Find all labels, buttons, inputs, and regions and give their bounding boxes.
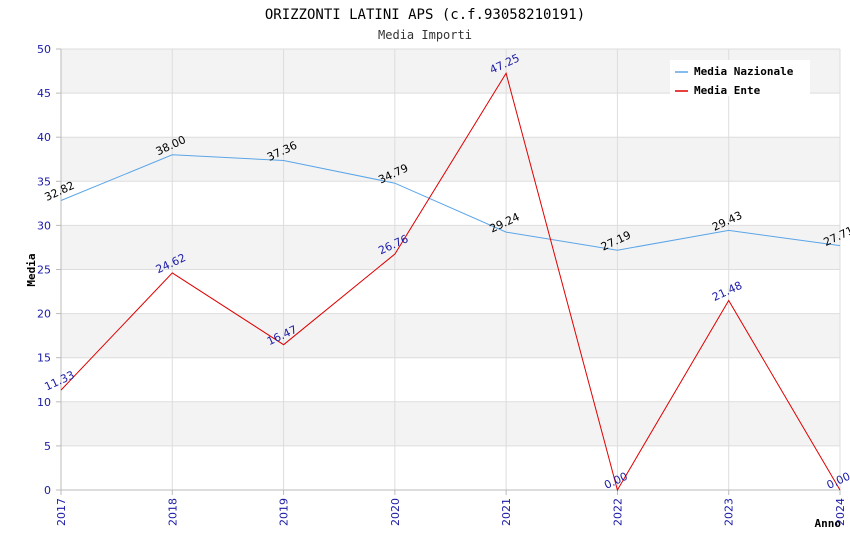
series-line-media-ente xyxy=(60,72,841,492)
band-30-35 xyxy=(61,181,840,226)
x-tick-label: 2024 xyxy=(834,498,847,526)
y-tick-label: 5 xyxy=(44,440,51,453)
y-tick-label: 25 xyxy=(37,264,51,277)
y-tick-label: 45 xyxy=(37,87,51,100)
x-tick-label: 2022 xyxy=(611,498,624,526)
y-tick-labels: 0 5 10 15 20 25 30 35 40 45 50 xyxy=(37,43,61,497)
y-tick-label: 15 xyxy=(37,352,51,365)
band-15-20 xyxy=(61,313,840,358)
legend-label-media-ente: Media Ente xyxy=(694,84,761,97)
band-5-10 xyxy=(61,401,840,446)
y-tick-label: 50 xyxy=(37,43,51,56)
chart-background-bands xyxy=(61,49,840,490)
band-0-5 xyxy=(61,445,840,490)
x-axis-label: Anno xyxy=(815,517,842,530)
legend-box xyxy=(670,60,810,96)
x-tick-labels: 2017 2018 2019 2020 2021 2022 2023 2024 xyxy=(55,490,847,526)
y-tick-label: 10 xyxy=(37,396,51,409)
band-25-30 xyxy=(61,225,840,270)
y-axis-label: Media xyxy=(25,253,38,286)
y-tick-label: 40 xyxy=(37,131,51,144)
legend: Media Nazionale Media Ente xyxy=(670,60,810,97)
band-40-45 xyxy=(61,93,840,138)
x-tick-label: 2023 xyxy=(723,498,736,526)
chart-title: ORIZZONTI LATINI APS (c.f.93058210191) xyxy=(265,7,585,23)
band-35-40 xyxy=(61,137,840,182)
chart-subtitle: Media Importi xyxy=(378,28,472,42)
x-tick-label: 2017 xyxy=(55,498,68,526)
y-tick-label: 0 xyxy=(44,484,51,497)
x-tick-label: 2020 xyxy=(389,498,402,526)
band-10-15 xyxy=(61,357,840,402)
legend-label-media-nazionale: Media Nazionale xyxy=(694,65,794,78)
series-line-media-nazionale xyxy=(60,154,841,251)
y-tick-label: 30 xyxy=(37,219,51,232)
x-tick-label: 2021 xyxy=(500,498,513,526)
x-tick-label: 2018 xyxy=(166,498,179,526)
x-tick-label: 2019 xyxy=(278,498,291,526)
y-tick-label: 20 xyxy=(37,308,51,321)
y-tick-label: 35 xyxy=(37,175,51,188)
band-20-25 xyxy=(61,269,840,314)
series-lines xyxy=(60,72,841,492)
